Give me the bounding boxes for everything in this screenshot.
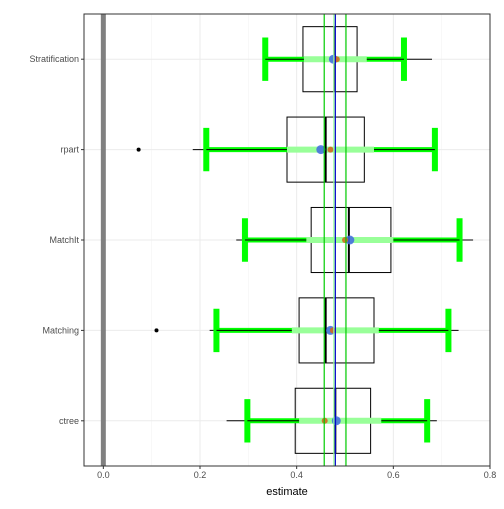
x-tick-label: 0.4	[290, 470, 303, 480]
x-tick-label: 0.2	[194, 470, 207, 480]
blue-estimate-point	[316, 145, 326, 155]
y-tick-label: ctree	[59, 416, 79, 426]
blue-estimate-point	[345, 235, 355, 245]
y-tick-label: Matching	[42, 325, 79, 335]
x-tick-label: 0.6	[387, 470, 400, 480]
orange-estimate-point	[333, 56, 340, 63]
x-tick-label: 0.0	[97, 470, 110, 480]
y-tick-label: MatchIt	[49, 235, 79, 245]
y-tick-label: Stratification	[29, 54, 79, 64]
orange-estimate-point	[327, 146, 334, 153]
x-axis-title: estimate	[266, 486, 308, 498]
outlier-point	[154, 328, 159, 333]
blue-estimate-point	[331, 416, 341, 426]
orange-estimate-point	[342, 237, 348, 243]
outlier-point	[136, 147, 141, 152]
x-tick-label: 0.8	[484, 470, 497, 480]
y-tick-label: rpart	[60, 145, 79, 155]
